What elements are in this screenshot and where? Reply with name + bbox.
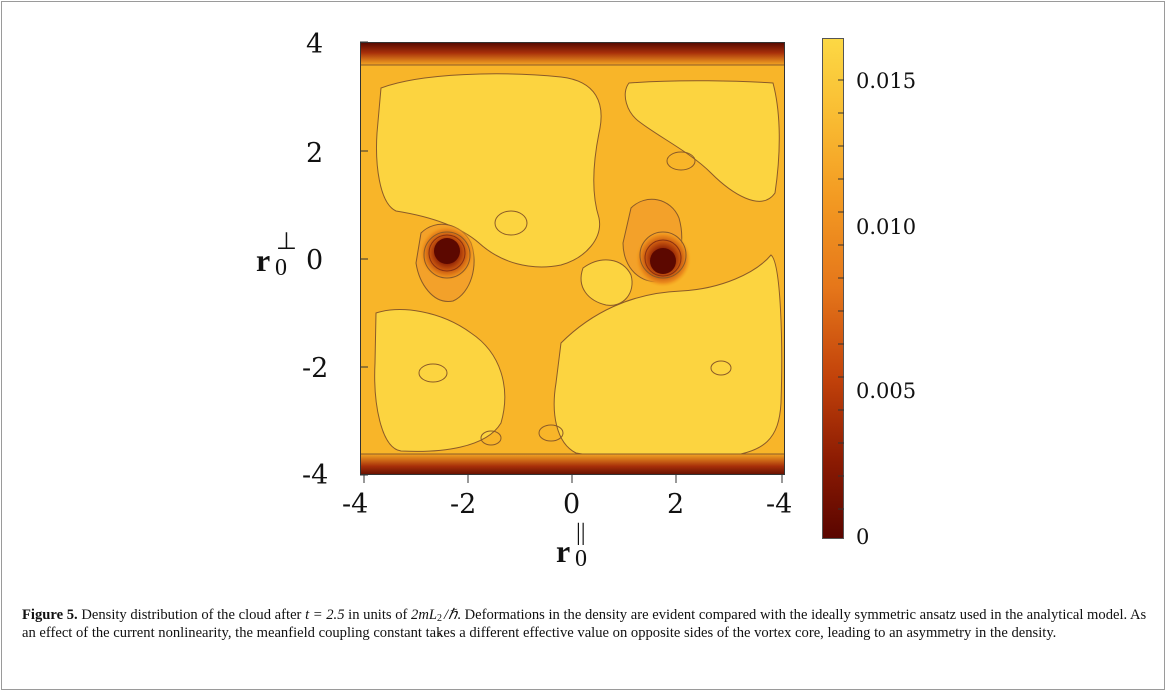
colorbar-tick-marks bbox=[838, 79, 844, 510]
x-axis-label-sup: || bbox=[576, 520, 586, 546]
y-tick-label: 0 bbox=[306, 245, 324, 276]
y-axis-label: r ⊥ 0 bbox=[256, 230, 297, 280]
colorbar-tick-label: 0.010 bbox=[856, 215, 917, 239]
density-contour-svg bbox=[361, 43, 784, 474]
density-contour-plot bbox=[360, 42, 785, 475]
y-axis-label-sub: 0 bbox=[275, 255, 287, 281]
caption-text-units: in units of bbox=[348, 607, 408, 623]
caption-text-before: Density distribution of the cloud after bbox=[81, 607, 302, 623]
x-axis-label-sub: 0 bbox=[575, 546, 587, 572]
x-axis-label: r || 0 bbox=[556, 521, 587, 571]
x-tick-label: -4 bbox=[342, 489, 369, 520]
caption-math-time: t = 2.5 bbox=[305, 607, 345, 623]
figure-caption: Figure 5. Density distribution of the cl… bbox=[22, 606, 1150, 642]
x-tick-label: -4 bbox=[766, 489, 793, 520]
caption-math-units-base: 2mL bbox=[411, 607, 437, 623]
colorbar bbox=[822, 38, 844, 539]
y-tick-label: 2 bbox=[306, 138, 324, 169]
y-axis-label-sup: ⊥ bbox=[276, 229, 297, 255]
plot-tick-marks bbox=[360, 41, 783, 483]
caption-math-units: 2mL 2 s/ℏ bbox=[411, 607, 458, 639]
y-tick-label: -4 bbox=[302, 460, 329, 491]
x-tick-label: -2 bbox=[450, 489, 477, 520]
x-tick-label: 0 bbox=[563, 489, 581, 520]
caption-math-units-sup: 2 bbox=[436, 613, 442, 624]
colorbar-tick-label: 0.015 bbox=[856, 69, 917, 93]
y-tick-label: 4 bbox=[306, 29, 324, 60]
caption-text-after: . Deformations in the density are eviden… bbox=[22, 607, 1147, 641]
x-axis-label-main: r bbox=[556, 533, 571, 569]
colorbar-gradient bbox=[823, 39, 843, 538]
colorbar-tick-label: 0.005 bbox=[856, 379, 917, 403]
x-tick-label: 2 bbox=[667, 489, 685, 520]
caption-math-units-sub: s bbox=[436, 628, 441, 639]
y-axis-label-main: r bbox=[256, 242, 271, 278]
figure-label: Figure 5. bbox=[22, 607, 78, 623]
caption-math-units-tail: /ℏ bbox=[443, 607, 458, 623]
colorbar-tick-label: 0 bbox=[856, 525, 870, 549]
y-tick-label: -2 bbox=[302, 353, 329, 384]
